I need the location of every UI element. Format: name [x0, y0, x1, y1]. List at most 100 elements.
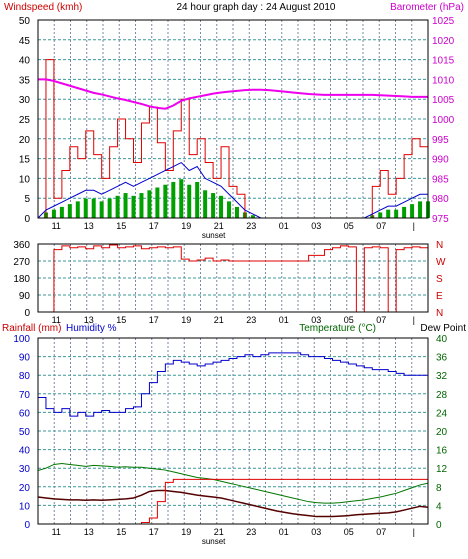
x-tick-label: 13	[84, 315, 94, 325]
gust-bar	[386, 209, 391, 218]
x-tick-label: 07	[376, 315, 386, 325]
x-tick-label: 13	[84, 527, 94, 537]
x-tick-label: 07	[376, 221, 386, 231]
wind-tick-label: 25	[19, 115, 31, 126]
x-tick-label: 03	[311, 527, 321, 537]
gust-bar	[227, 201, 232, 218]
temperature-line	[37, 463, 429, 504]
baro-tick-label: 1010	[432, 75, 455, 86]
direction-line	[38, 244, 429, 313]
gust-bar	[67, 204, 72, 218]
humidity-axis-title: Humidity %	[66, 323, 117, 334]
gust-bar	[234, 206, 239, 218]
temp-tick-label: 12	[436, 464, 448, 475]
gust-bar	[211, 193, 216, 218]
compass-label: S	[436, 274, 443, 285]
gust-bar	[171, 181, 176, 218]
wind-tick-label: 0	[24, 214, 30, 225]
baro-tick-label: 980	[432, 194, 449, 205]
x-tick-label: 21	[214, 315, 224, 325]
chart-title: 24 hour graph day : 24 August 2010	[176, 2, 335, 13]
humidity-tick-label: 100	[13, 334, 30, 345]
wind-tick-label: 40	[19, 56, 31, 67]
baro-tick-label: 1020	[432, 36, 455, 47]
baro-tick-label: 975	[432, 214, 449, 225]
x-tick-label: 11	[52, 315, 61, 325]
humidity-tick-label: 90	[19, 353, 31, 364]
rainfall-axis-title: Rainfall (mm)	[2, 323, 61, 334]
gust-bar	[219, 195, 224, 218]
gust-bar	[75, 201, 80, 218]
baro-tick-label: 1000	[432, 115, 455, 126]
baro-axis-title: Barometer (hPa)	[390, 2, 464, 13]
wind-tick-label: 20	[19, 135, 31, 146]
wind-axis-title: Windspeed (kmh)	[4, 2, 82, 13]
x-tick-label: 05	[344, 315, 354, 325]
wind-tick-label: 50	[19, 16, 31, 27]
gust-bar	[83, 198, 88, 218]
gust-bar	[195, 181, 200, 218]
gust-bar	[410, 204, 415, 218]
x-tick-label: 11	[52, 527, 61, 537]
x-tick-label: 23	[246, 221, 256, 231]
temp-tick-label: 24	[436, 408, 448, 419]
gust-bar	[155, 187, 160, 218]
gust-bar	[378, 212, 383, 218]
gust-bar	[91, 198, 96, 218]
temp-tick-label: 0	[436, 520, 442, 531]
panel-frame	[37, 19, 429, 219]
humidity-tick-label: 30	[19, 464, 31, 475]
wind-tick-label: 35	[19, 75, 31, 86]
humidity-tick-label: 80	[19, 371, 31, 382]
gust-bar	[418, 201, 423, 218]
x-tick-label: 17	[149, 527, 159, 537]
wind-tick-label: 45	[19, 36, 31, 47]
x-tick-label: |	[413, 221, 415, 231]
windspeed-line	[38, 59, 429, 219]
x-tick-label: 15	[116, 527, 126, 537]
panel-frame	[37, 243, 429, 313]
humidity-tick-label: 0	[24, 520, 30, 531]
x-tick-label: 01	[279, 527, 289, 537]
temp-tick-label: 40	[436, 334, 448, 345]
compass-label: W	[436, 257, 446, 268]
temp-tick-label: 32	[436, 371, 448, 382]
baro-tick-label: 990	[432, 155, 449, 166]
compass-label: N	[436, 308, 443, 319]
gust-bar	[123, 193, 128, 218]
gust-bar	[179, 179, 184, 218]
wind-tick-label: 10	[19, 174, 31, 185]
humidity-tick-label: 10	[19, 501, 31, 512]
humidity-tick-label: 40	[19, 446, 31, 457]
x-tick-label: 17	[149, 221, 159, 231]
gust-bar	[131, 195, 136, 218]
x-tick-label: 15	[116, 315, 126, 325]
baro-tick-label: 1025	[432, 16, 455, 27]
x-tick-label: 05	[344, 221, 354, 231]
temp-tick-label: 20	[436, 427, 448, 438]
baro-tick-label: 1015	[432, 56, 455, 67]
direction-tick-label: 90	[19, 291, 31, 302]
baro-tick-label: 1005	[432, 95, 455, 106]
gust-bar	[99, 201, 104, 218]
x-tick-label: 03	[311, 221, 321, 231]
dewpoint-axis-title: Dew Point	[420, 323, 466, 334]
gust-bar	[163, 184, 168, 218]
gust-bar	[115, 195, 120, 218]
x-tick-label: 01	[279, 221, 289, 231]
wind-tick-label: 15	[19, 155, 31, 166]
gust-bar	[107, 198, 112, 218]
x-tick-label: |	[413, 315, 415, 325]
x-tick-label: 11	[52, 221, 61, 231]
direction-tick-label: 360	[13, 240, 30, 251]
gust-bar	[402, 206, 407, 218]
gust-bar	[51, 209, 56, 218]
x-tick-label: 13	[84, 221, 94, 231]
baro-tick-label: 995	[432, 135, 449, 146]
x-tick-label: 05	[344, 527, 354, 537]
x-tick-label: 21	[214, 221, 224, 231]
compass-label: E	[436, 291, 443, 302]
gust-bar	[59, 206, 64, 218]
direction-tick-label: 0	[24, 308, 30, 319]
